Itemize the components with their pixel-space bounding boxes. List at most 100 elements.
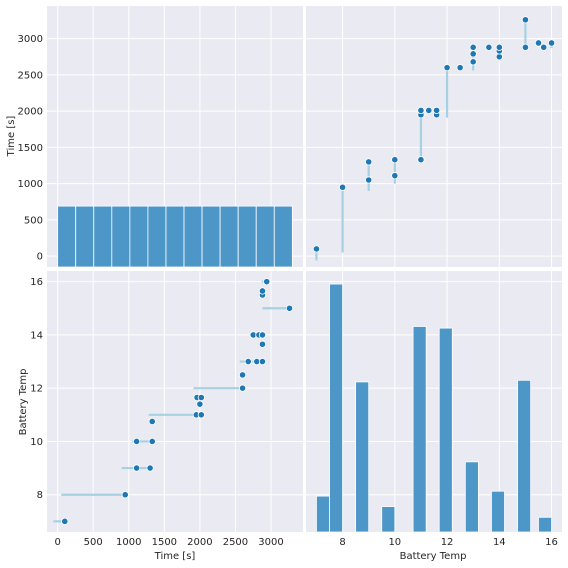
data-point [258, 340, 267, 348]
data-point [148, 417, 156, 426]
data-point [417, 156, 425, 164]
y-tick-label: 0 [37, 252, 43, 263]
data-point [456, 64, 464, 72]
data-point [495, 43, 503, 51]
histogram-bar [201, 205, 221, 268]
histogram-bar [491, 490, 505, 533]
data-point [148, 437, 156, 446]
data-point [485, 43, 493, 51]
data-point [443, 64, 451, 72]
histogram-bar [316, 495, 330, 533]
x-tick-label: 500 [84, 537, 103, 548]
y-tick-label: 16 [30, 277, 43, 288]
data-point [365, 176, 373, 184]
histogram-bar [219, 205, 239, 268]
y-tick-label: 3000 [18, 34, 43, 45]
x-tick-label: 10 [388, 537, 401, 548]
data-point [258, 287, 267, 295]
data-point [121, 491, 129, 499]
panel-battery-temp-vs-time: 0 500 1000 1500 2000 2500 3000 8 10 12 14 16 [30, 271, 303, 548]
data-point [521, 43, 530, 51]
x-tick-label: 2000 [187, 537, 212, 548]
histogram-bar [538, 516, 552, 533]
y-tick-label: 2500 [18, 70, 43, 81]
histogram-bar [183, 205, 203, 268]
x-tick-label: 14 [493, 537, 506, 548]
data-point [197, 393, 205, 402]
panel-time-histogram: 0 500 1000 1500 2000 2500 3000 [18, 6, 303, 268]
x-tick-label: 3000 [258, 537, 283, 548]
x-axis-label-battery-temp: Battery Temp [400, 551, 467, 562]
data-point [433, 106, 441, 115]
panel-background [306, 6, 562, 267]
data-point [61, 517, 69, 525]
data-point [469, 43, 477, 51]
histogram-bar [464, 461, 479, 533]
data-point [469, 58, 477, 66]
panel-battery-temp-histogram: 8 10 12 14 16 [306, 271, 562, 548]
data-point [469, 50, 477, 58]
histogram-bar [75, 205, 95, 268]
histogram-bar [273, 205, 293, 268]
x-tick-label: 12 [441, 537, 454, 548]
x-tick-label: 1000 [116, 537, 141, 548]
x-tick-label: 2500 [223, 537, 248, 548]
x-tick-label: 0 [54, 537, 60, 548]
data-point [133, 464, 141, 472]
histogram-bar [381, 506, 396, 533]
histogram-bar [412, 326, 427, 533]
data-point [391, 156, 399, 164]
data-point [238, 371, 247, 379]
y-tick-label: 10 [30, 437, 43, 448]
x-tick-label: 16 [545, 537, 558, 548]
data-point [540, 43, 548, 51]
data-point [133, 437, 141, 446]
y-tick-label: 1000 [18, 179, 43, 190]
histogram-bar [237, 205, 257, 268]
x-tick-label: 1500 [152, 537, 177, 548]
y-tick-label: 14 [30, 330, 43, 341]
y-tick-label: 12 [30, 384, 43, 395]
data-point [258, 357, 267, 366]
y-tick-label: 500 [24, 215, 43, 226]
histogram-bar [93, 205, 113, 268]
data-point [547, 39, 556, 47]
histogram-bar [517, 379, 532, 533]
y-tick-label: 8 [37, 490, 43, 501]
x-tick-label: 8 [339, 537, 345, 548]
x-axis-label-time: Time [s] [154, 551, 196, 562]
panel-background [47, 271, 303, 532]
data-point [365, 158, 373, 166]
axis-labels: Time [s] Battery Temp Time [s] Battery T… [6, 116, 466, 562]
y-axis-label-time: Time [s] [6, 116, 17, 158]
histogram-bar [129, 205, 149, 268]
data-point [197, 411, 205, 419]
data-point [263, 278, 271, 286]
histogram-bar [329, 283, 343, 533]
histogram-bar [255, 205, 275, 268]
data-point [196, 400, 204, 408]
data-point [312, 245, 321, 253]
data-point [534, 39, 543, 47]
panel-time-vs-battery-temp [306, 6, 562, 267]
data-point [238, 384, 247, 392]
data-point [338, 183, 347, 191]
data-point [258, 331, 267, 339]
y-tick-label: 1500 [18, 143, 43, 154]
histogram-bar [438, 327, 453, 533]
data-point [285, 304, 294, 312]
histogram-bar [57, 205, 77, 268]
data-point [417, 106, 425, 115]
y-tick-label: 2000 [18, 107, 43, 118]
histogram-bar [111, 205, 131, 268]
histogram-bar [355, 381, 370, 533]
histogram-bar [147, 205, 167, 268]
data-point [425, 106, 433, 115]
data-point [146, 464, 154, 472]
data-point [521, 16, 530, 24]
data-point [244, 357, 252, 366]
data-point [391, 172, 399, 180]
histogram-bar [165, 205, 185, 268]
y-axis-label-battery-temp: Battery Temp [18, 369, 29, 436]
